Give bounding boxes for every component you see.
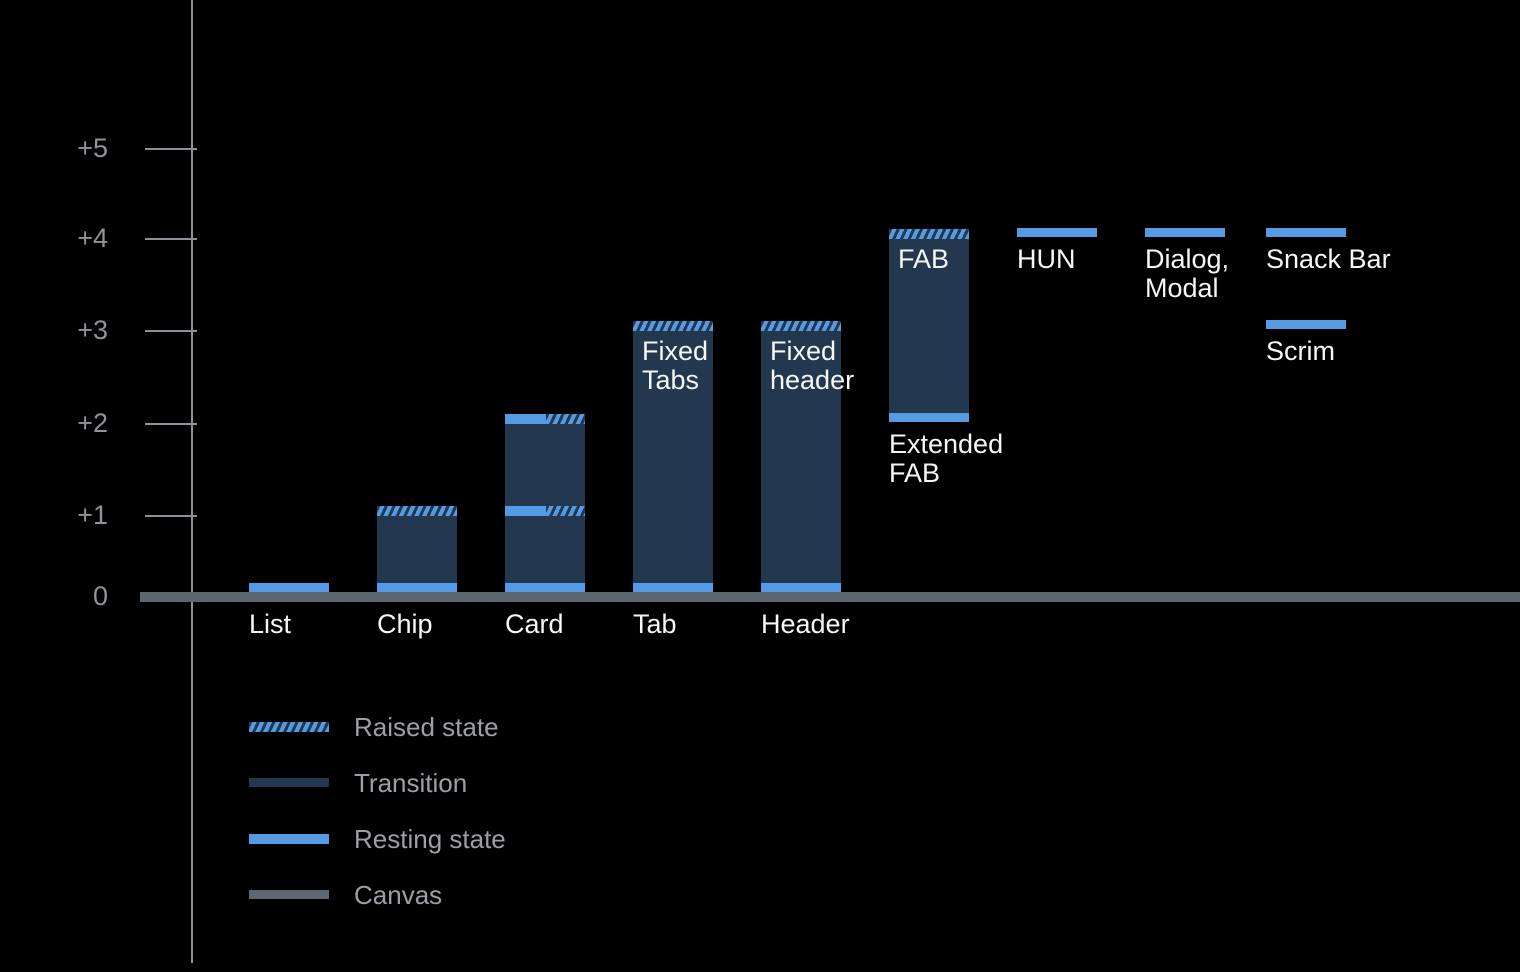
tick-3 <box>145 330 197 332</box>
legend-label-raised-state: Raised state <box>354 712 499 742</box>
legend-label-transition: Transition <box>354 768 468 798</box>
y-axis-line <box>191 0 193 963</box>
bar-header-inner-label: Fixed header <box>770 336 855 395</box>
legend-swatch-transition <box>249 778 329 787</box>
bar-header-label: Header <box>761 609 850 639</box>
tick-1 <box>145 515 197 517</box>
bar-extended-fab-resting-segment <box>889 413 969 422</box>
y-axis-label-2: +2 <box>77 408 108 438</box>
bar-card-raised-segment-l1 <box>546 506 585 516</box>
bar-card-resting-segment-l2 <box>505 414 546 424</box>
bar-list-resting-segment <box>249 583 329 592</box>
bar-chip-label: Chip <box>377 609 433 639</box>
bar-tab-transition-segment <box>633 321 713 592</box>
bar-card-transition-segment <box>505 414 585 592</box>
y-axis-label-1: +1 <box>77 500 108 530</box>
bar-tab-resting-segment <box>633 583 713 592</box>
bar-tab-inner-label: Fixed Tabs <box>642 336 709 395</box>
bar-header-raised-segment <box>761 321 841 331</box>
bar-extended-fab-raised-segment <box>889 229 969 239</box>
bar-chip-transition-segment <box>377 506 457 592</box>
tick-5 <box>145 148 197 150</box>
gridline-4 <box>197 239 1520 242</box>
bar-extended-fab-inner-label: FAB <box>898 244 950 274</box>
bar-scrim-resting-segment <box>1266 320 1346 329</box>
gridline-3 <box>197 331 1520 334</box>
legend-swatch-resting-state <box>249 834 329 844</box>
tick-4 <box>145 238 197 240</box>
bar-extended-fab-transition-segment <box>889 229 969 422</box>
bar-card-raised-segment-l2 <box>546 414 585 424</box>
bar-tab-label: Tab <box>633 609 677 639</box>
y-axis-label-3: +3 <box>77 315 108 345</box>
bar-tab-raised-segment <box>633 321 713 331</box>
legend-label-resting-state: Resting state <box>354 824 506 854</box>
bar-snack-bar-resting-segment <box>1266 228 1346 237</box>
bar-dialog-modal-resting-segment <box>1145 228 1225 237</box>
bar-scrim-label: Scrim <box>1266 336 1335 366</box>
bar-header-resting-segment <box>761 583 841 592</box>
bar-card-label: Card <box>505 609 564 639</box>
y-axis-label-5: +5 <box>77 133 108 163</box>
bar-extended-fab-label: Extended FAB <box>889 429 1004 488</box>
bar-card-resting-segment-l1 <box>505 506 546 516</box>
bar-hun-label: HUN <box>1017 244 1076 274</box>
bar-card-resting-segment <box>505 583 585 592</box>
legend-swatch-raised-state <box>249 722 329 732</box>
bar-list-label: List <box>249 609 292 639</box>
y-axis-label-0: 0 <box>92 581 108 611</box>
bar-header-transition-segment <box>761 321 841 592</box>
bar-chip-resting-segment <box>377 583 457 592</box>
legend-label-canvas: Canvas <box>354 880 443 910</box>
gridline-2 <box>197 424 1520 427</box>
legend-swatch-canvas <box>249 890 329 899</box>
tick-2 <box>145 423 197 425</box>
gridline-5 <box>197 149 1520 152</box>
bar-snack-bar-label: Snack Bar <box>1266 244 1391 274</box>
canvas-line <box>140 592 1520 602</box>
bar-chip-raised-segment <box>377 506 457 516</box>
bar-dialog-modal-label: Dialog, Modal <box>1145 244 1230 303</box>
y-axis-label-4: +4 <box>77 223 108 253</box>
bar-hun-resting-segment <box>1017 228 1097 237</box>
